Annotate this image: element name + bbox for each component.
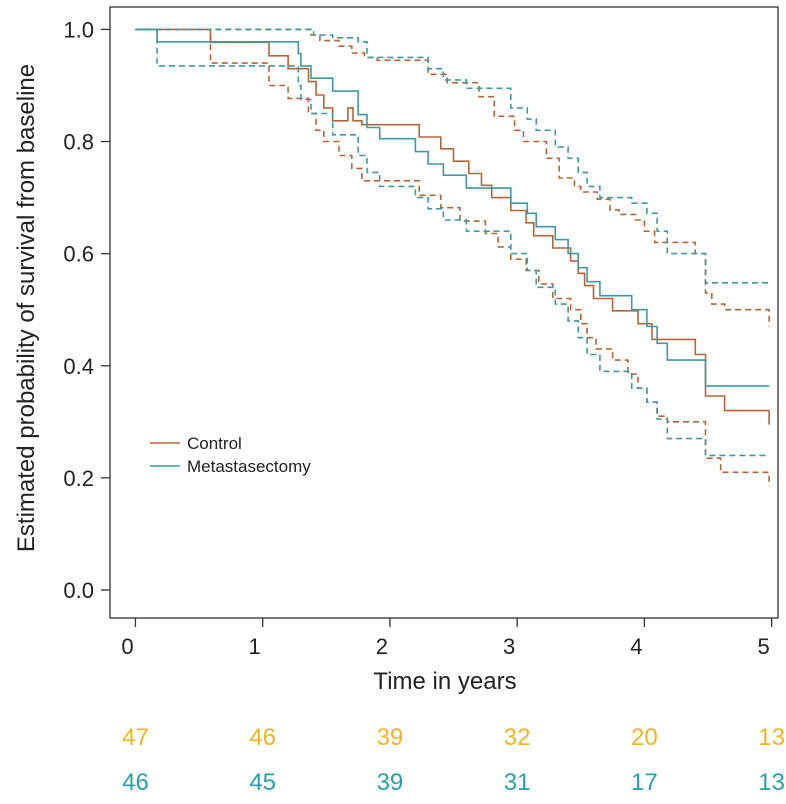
series-metastasectomy-upper-95-ci <box>135 28 770 284</box>
at-risk-count: 46 <box>249 724 276 751</box>
at-risk-count: 47 <box>122 724 149 751</box>
y-tick-label: 0.2 <box>63 466 94 491</box>
x-tick-label: 3 <box>503 634 515 659</box>
legend-label: Control <box>187 434 242 453</box>
at-risk-count: 39 <box>377 724 404 751</box>
at-risk-count: 46 <box>122 769 149 796</box>
y-tick-label: 1.0 <box>63 17 94 42</box>
legend-label: Metastasectomy <box>187 457 311 476</box>
series-metastasectomy <box>135 28 770 387</box>
x-tick-label: 5 <box>758 634 770 659</box>
x-axis: 0 1 2 3 4 5 <box>121 618 773 659</box>
at-risk-count: 20 <box>631 724 658 751</box>
at-risk-count: 39 <box>377 769 404 796</box>
series-control-upper-95-ci <box>135 28 770 327</box>
at-risk-count: 13 <box>758 724 785 751</box>
at-risk-count: 32 <box>504 724 531 751</box>
y-tick-label: 0.0 <box>63 578 94 603</box>
survival-curves <box>135 28 770 487</box>
series-control <box>135 28 770 425</box>
plot-frame <box>109 6 779 619</box>
legend: Control Metastasectomy <box>150 434 311 476</box>
at-risk-count: 13 <box>758 769 785 796</box>
y-tick-label: 0.4 <box>63 354 94 379</box>
x-tick-label: 4 <box>630 634 642 659</box>
series-metastasectomy-lower-95-ci <box>135 28 770 457</box>
series-control-lower-95-ci <box>135 28 770 487</box>
x-tick-label: 0 <box>121 634 133 659</box>
x-axis-title: Time in years <box>373 668 516 695</box>
y-axis: 0.0 0.2 0.4 0.6 0.8 1.0 <box>63 17 110 603</box>
at-risk-count: 31 <box>504 769 531 796</box>
at-risk-count: 45 <box>249 769 276 796</box>
x-tick-label: 2 <box>376 634 388 659</box>
x-tick-label: 1 <box>249 634 261 659</box>
number-at-risk-table: 47 46 39 32 20 13 46 45 39 31 17 13 <box>122 724 785 796</box>
y-axis-title: Estimated probability of survival from b… <box>13 64 40 552</box>
y-tick-label: 0.8 <box>63 130 94 155</box>
y-tick-label: 0.6 <box>63 242 94 267</box>
at-risk-count: 17 <box>631 769 658 796</box>
